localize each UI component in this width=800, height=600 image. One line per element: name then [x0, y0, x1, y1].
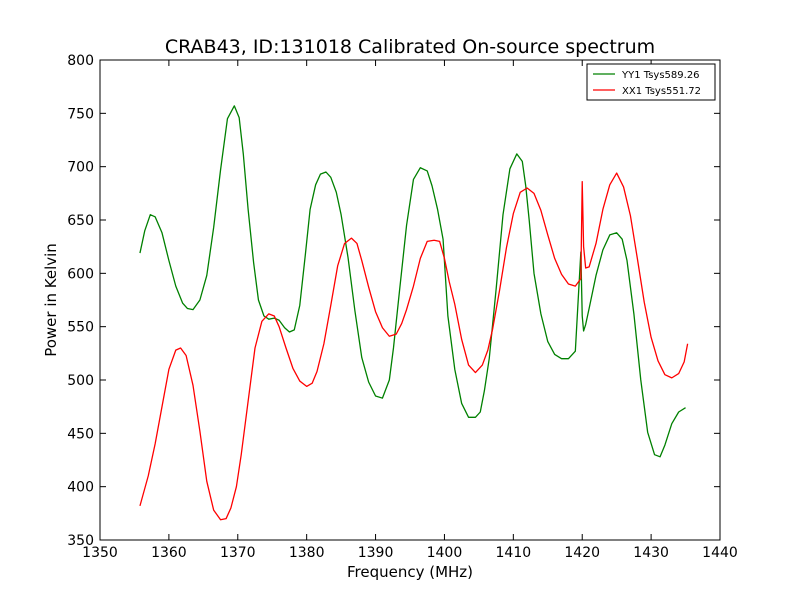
- y-tick-label: 450: [67, 426, 94, 442]
- y-tick-label: 550: [67, 320, 94, 336]
- x-tick-label: 1370: [220, 545, 256, 561]
- y-tick-label: 700: [67, 160, 94, 176]
- legend-box: [586, 63, 716, 101]
- legend-label-xx1: XX1 Tsys551.72: [622, 86, 701, 97]
- y-tick-label: 800: [67, 53, 94, 69]
- y-tick-label: 600: [67, 266, 94, 282]
- series-line-yy1: [139, 105, 686, 458]
- axis-ticks: 1350 1360 1370 1380 1390 1400 1410 1420 1430 1440…: [67, 53, 738, 561]
- x-tick-label: 1440: [702, 545, 738, 561]
- x-tick-label: 1420: [564, 545, 600, 561]
- series-line-xx1: [139, 172, 689, 521]
- x-tick-label: 1410: [496, 545, 532, 561]
- x-tick-label: 1430: [633, 545, 669, 561]
- chart-title: CRAB43, ID:131018 Calibrated On-source s…: [165, 36, 655, 58]
- x-axis-label: Frequency (MHz): [347, 563, 473, 581]
- legend-label-yy1: YY1 Tsys589.26: [621, 70, 700, 81]
- x-tick-label: 1400: [427, 545, 463, 561]
- x-tick-label: 1380: [289, 545, 325, 561]
- legend: YY1 Tsys589.26 XX1 Tsys551.72: [586, 63, 716, 101]
- x-tick-label: 1350: [82, 545, 118, 561]
- plot-frame: [99, 59, 721, 541]
- y-tick-label: 750: [67, 106, 94, 122]
- y-tick-label: 500: [67, 373, 94, 389]
- y-axis-label: Power in Kelvin: [42, 243, 60, 357]
- series-layer: [139, 105, 689, 521]
- y-tick-label: 650: [67, 213, 94, 229]
- x-tick-label: 1390: [358, 545, 394, 561]
- y-tick-label: 350: [67, 533, 94, 549]
- y-tick-label: 400: [67, 480, 94, 496]
- x-tick-label: 1360: [151, 545, 187, 561]
